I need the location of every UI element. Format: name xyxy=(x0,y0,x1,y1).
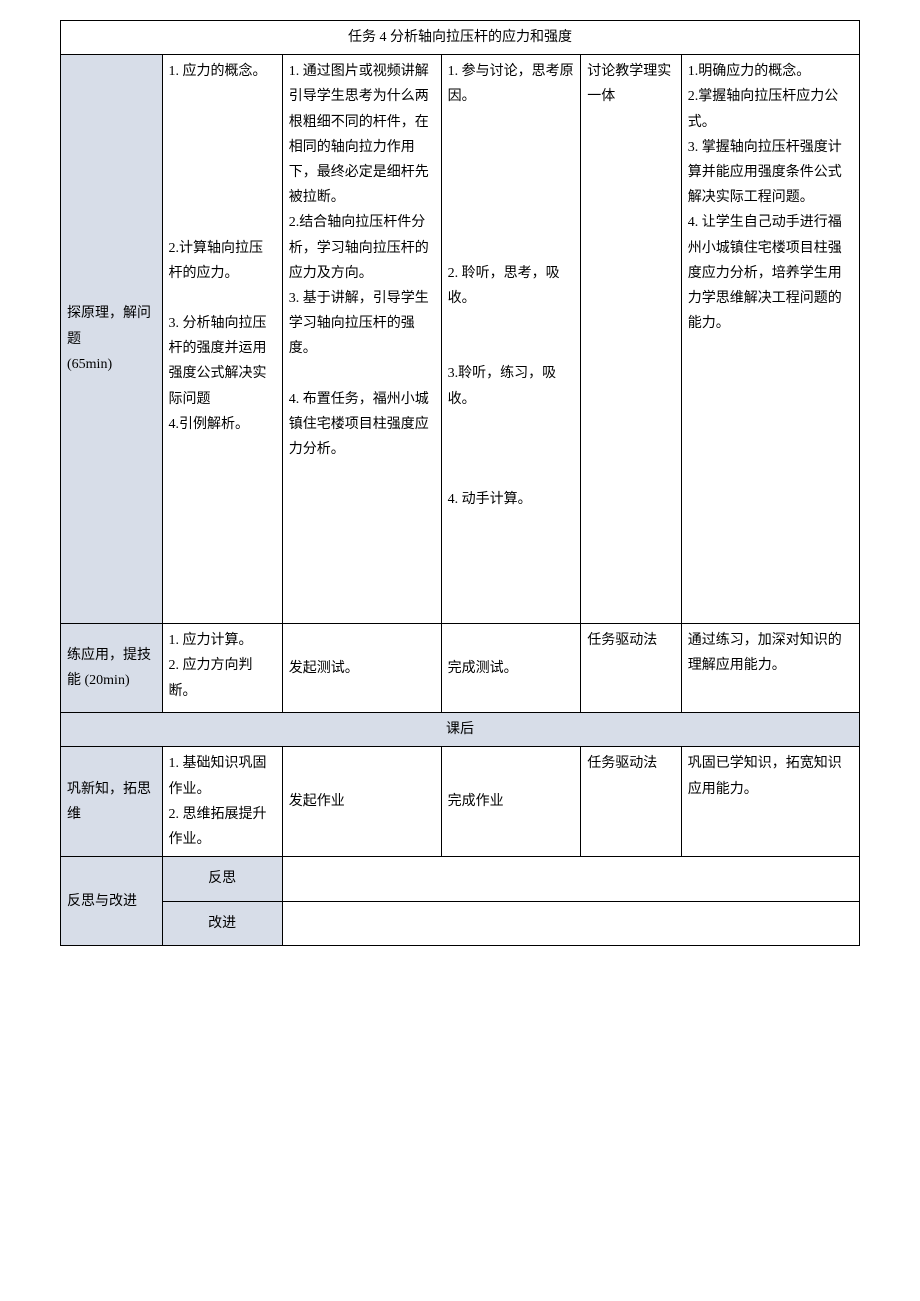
teacher-text: 发起作业 xyxy=(289,794,345,809)
stage-text: 巩新知，拓思维 xyxy=(67,782,151,822)
student-cell-1: 1. 参与讨论，思考原因。 2. 聆听，思考，吸收。 3.聆听，练习，吸收。 4… xyxy=(441,55,581,624)
student-text: 完成测试。 xyxy=(448,661,518,676)
table-row: 改进 xyxy=(61,901,860,946)
stage-cell-2: 练应用，提技 能 (20min) xyxy=(61,624,163,713)
stage-text: 探原理，解问题 (65min) xyxy=(67,306,151,371)
method-text: 任务驱动法 xyxy=(587,633,657,648)
student-text: 1. 参与讨论，思考原因。 2. 聆听，思考，吸收。 3.聆听，练习，吸收。 4… xyxy=(448,64,574,507)
content-cell-2: 1. 应力计算。 2. 应力方向判断。 xyxy=(162,624,282,713)
content-cell-3: 1. 基础知识巩固作业。 2. 思维拓展提升作业。 xyxy=(162,747,282,857)
teacher-cell-2: 发起测试。 xyxy=(282,624,441,713)
section-header-row: 课后 xyxy=(61,713,860,747)
sub-text: 改进 xyxy=(208,916,236,931)
sub-cell-2: 改进 xyxy=(162,901,282,946)
stage-cell-1: 探原理，解问题 (65min) xyxy=(61,55,163,624)
method-cell-3: 任务驱动法 xyxy=(581,747,681,857)
sub-cell-1: 反思 xyxy=(162,857,282,902)
stage-text: 练应用，提技 能 (20min) xyxy=(67,648,151,688)
empty-cell xyxy=(282,857,859,902)
empty-cell xyxy=(282,901,859,946)
goal-text: 1.明确应力的概念。 2.掌握轴向拉压杆应力公式。 3. 掌握轴向拉压杆强度计算… xyxy=(688,64,842,331)
content-text: 1. 应力的概念。 2.计算轴向拉压杆的应力。 3. 分析轴向拉压杆的强度并运用… xyxy=(169,64,267,432)
stage-text: 反思与改进 xyxy=(67,894,137,909)
student-cell-2: 完成测试。 xyxy=(441,624,581,713)
student-text: 完成作业 xyxy=(448,794,504,809)
lesson-plan-table: 任务 4 分析轴向拉压杆的应力和强度 探原理，解问题 (65min) 1. 应力… xyxy=(60,20,860,946)
content-text: 1. 基础知识巩固作业。 2. 思维拓展提升作业。 xyxy=(169,756,267,847)
goal-cell-1: 1.明确应力的概念。 2.掌握轴向拉压杆应力公式。 3. 掌握轴向拉压杆强度计算… xyxy=(681,55,859,624)
sub-text: 反思 xyxy=(208,871,236,886)
method-cell-1: 讨论教学理实一体 xyxy=(581,55,681,624)
goal-cell-3: 巩固已学知识，拓宽知识应用能力。 xyxy=(681,747,859,857)
content-text: 1. 应力计算。 2. 应力方向判断。 xyxy=(169,633,253,698)
stage-cell-3: 巩新知，拓思维 xyxy=(61,747,163,857)
table-row: 反思与改进 反思 xyxy=(61,857,860,902)
method-text: 任务驱动法 xyxy=(587,756,657,771)
student-cell-3: 完成作业 xyxy=(441,747,581,857)
table-row: 巩新知，拓思维 1. 基础知识巩固作业。 2. 思维拓展提升作业。 发起作业 完… xyxy=(61,747,860,857)
method-cell-2: 任务驱动法 xyxy=(581,624,681,713)
goal-cell-2: 通过练习，加深对知识的理解应用能力。 xyxy=(681,624,859,713)
stage-cell-4: 反思与改进 xyxy=(61,857,163,946)
section-header: 课后 xyxy=(61,713,860,747)
teacher-text: 发起测试。 xyxy=(289,661,359,676)
teacher-text: 1. 通过图片或视频讲解引导学生思考为什么两根粗细不同的杆件，在相同的轴向拉力作… xyxy=(289,64,429,457)
table-title-row: 任务 4 分析轴向拉压杆的应力和强度 xyxy=(61,21,860,55)
goal-text: 通过练习，加深对知识的理解应用能力。 xyxy=(688,633,842,673)
teacher-cell-1: 1. 通过图片或视频讲解引导学生思考为什么两根粗细不同的杆件，在相同的轴向拉力作… xyxy=(282,55,441,624)
teacher-cell-3: 发起作业 xyxy=(282,747,441,857)
method-text: 讨论教学理实一体 xyxy=(587,64,671,104)
table-row: 练应用，提技 能 (20min) 1. 应力计算。 2. 应力方向判断。 发起测… xyxy=(61,624,860,713)
table-title: 任务 4 分析轴向拉压杆的应力和强度 xyxy=(61,21,860,55)
table-row: 探原理，解问题 (65min) 1. 应力的概念。 2.计算轴向拉压杆的应力。 … xyxy=(61,55,860,624)
goal-text: 巩固已学知识，拓宽知识应用能力。 xyxy=(688,756,842,796)
content-cell-1: 1. 应力的概念。 2.计算轴向拉压杆的应力。 3. 分析轴向拉压杆的强度并运用… xyxy=(162,55,282,624)
